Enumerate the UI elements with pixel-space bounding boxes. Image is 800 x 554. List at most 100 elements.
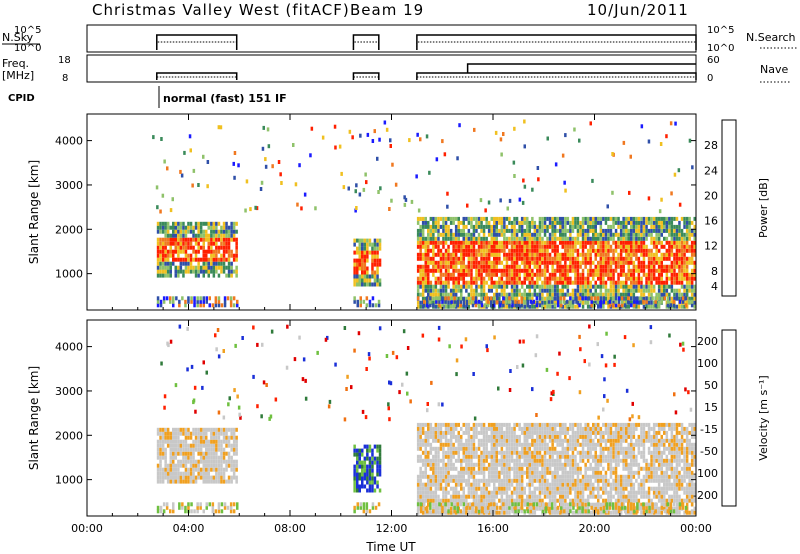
data-cell <box>371 464 374 469</box>
data-cell <box>199 427 203 432</box>
data-cell <box>614 244 618 249</box>
data-cell <box>493 482 496 487</box>
data-cell <box>599 236 603 241</box>
data-cell <box>437 498 440 503</box>
data-cell <box>647 304 651 309</box>
data-cell <box>508 240 511 245</box>
data-cell <box>441 139 444 144</box>
data-cell <box>212 261 216 266</box>
data-cell <box>361 464 364 469</box>
data-cell <box>538 470 542 475</box>
data-cell <box>182 443 185 448</box>
data-cell <box>202 455 205 460</box>
data-cell <box>437 486 440 491</box>
data-cell <box>551 454 554 459</box>
data-cell <box>561 486 564 491</box>
data-cell <box>439 256 443 261</box>
data-cell <box>371 242 374 247</box>
data-cell <box>513 252 516 257</box>
data-cell <box>623 303 627 308</box>
data-cell <box>523 280 526 285</box>
data-cell <box>416 264 420 269</box>
data-cell <box>366 480 369 485</box>
data-cell <box>678 248 681 253</box>
data-cell <box>416 284 420 289</box>
data-cell <box>230 253 233 258</box>
data-cell <box>556 438 559 443</box>
data-cell <box>670 284 674 289</box>
data-cell <box>192 225 195 230</box>
data-cell <box>377 502 381 507</box>
data-cell <box>622 288 625 293</box>
data-cell <box>416 490 420 495</box>
data-cell <box>597 252 600 257</box>
data-cell <box>187 229 190 234</box>
data-cell <box>688 272 691 277</box>
data-cell <box>642 304 646 309</box>
data-cell <box>486 303 490 308</box>
data-cell <box>538 252 542 257</box>
data-cell <box>437 280 440 285</box>
data-cell <box>566 474 570 479</box>
data-cell <box>184 299 187 304</box>
data-cell <box>620 303 624 308</box>
data-cell <box>668 304 671 309</box>
data-cell <box>566 438 570 443</box>
data-cell <box>647 280 651 285</box>
data-cell <box>513 228 516 233</box>
data-cell <box>538 224 542 229</box>
data-cell <box>368 460 372 465</box>
data-cell <box>500 510 504 515</box>
data-cell <box>465 296 468 301</box>
data-cell <box>159 257 162 262</box>
data-cell <box>353 250 356 255</box>
data-cell <box>523 454 526 459</box>
data-cell <box>184 459 188 464</box>
data-cell <box>490 276 493 281</box>
data-cell <box>678 240 681 245</box>
data-cell <box>249 207 252 212</box>
data-cell <box>543 442 547 447</box>
data-cell <box>477 284 481 289</box>
data-cell <box>569 438 572 443</box>
data-cell <box>189 447 193 452</box>
data-cell <box>541 292 544 297</box>
data-cell <box>571 482 575 487</box>
y-tick-label: 1000 <box>55 268 83 281</box>
data-cell <box>547 296 551 301</box>
data-cell <box>371 505 375 510</box>
data-cell <box>472 466 476 471</box>
data-cell <box>199 299 202 304</box>
data-cell <box>427 228 430 233</box>
data-cell <box>447 462 450 467</box>
data-cell <box>569 276 572 281</box>
data-cell <box>454 284 458 289</box>
data-cell <box>416 216 420 221</box>
data-cell <box>166 427 170 432</box>
data-cell <box>159 299 163 304</box>
data-cell <box>602 268 605 273</box>
data-cell <box>179 431 183 436</box>
data-cell <box>215 237 218 242</box>
data-cell <box>189 221 193 226</box>
data-cell <box>480 296 483 301</box>
data-cell <box>353 464 356 469</box>
data-cell <box>556 280 559 285</box>
data-cell <box>499 137 503 142</box>
data-cell <box>482 450 486 455</box>
data-cell <box>640 264 643 269</box>
data-cell <box>513 240 516 245</box>
data-cell <box>553 220 557 225</box>
data-cell <box>548 220 552 225</box>
data-cell <box>207 233 210 238</box>
data-cell <box>192 447 195 452</box>
data-cell <box>597 260 600 265</box>
data-cell <box>454 268 458 273</box>
data-cell <box>419 438 422 443</box>
data-cell <box>225 479 228 484</box>
data-cell <box>432 446 435 451</box>
data-cell <box>553 296 557 301</box>
data-cell <box>437 450 440 455</box>
data-cell <box>421 292 425 297</box>
data-cell <box>182 471 185 476</box>
